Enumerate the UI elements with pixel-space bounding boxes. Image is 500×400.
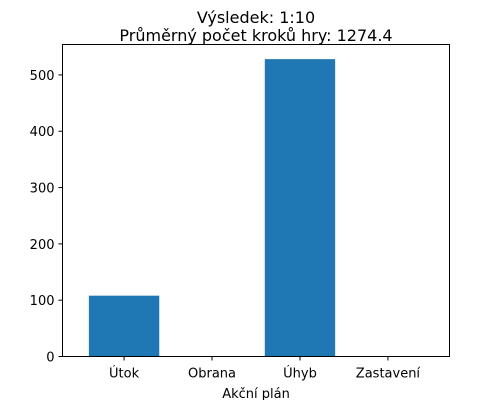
bars-layer [88,59,336,357]
y-axis: 0 100 200 300 400 500 [30,69,63,366]
x-axis: Útok Obrana Úhyb Zastavení [109,356,421,382]
y-tick-label-4: 400 [30,125,55,140]
bar-0 [88,295,160,357]
y-tick-label-0: 0 [46,351,54,366]
y-tick-label-1: 100 [30,294,55,309]
y-tick-label-5: 500 [30,69,55,84]
chart-title: Výsledek: 1:10 [197,8,315,27]
x-tick-label-0: Útok [109,366,140,382]
y-tick-label-2: 200 [30,238,55,253]
x-axis-label: Akční plán [222,387,290,400]
bar-2 [264,59,336,357]
chart-subtitle: Průměrný počet kroků hry: 1274.4 [119,26,392,45]
x-tick-label-2: Úhyb [283,366,317,382]
x-tick-label-1: Obrana [188,367,236,382]
x-tick-label-3: Zastavení [356,367,421,382]
y-tick-label-3: 300 [30,182,55,197]
axes-frame [62,44,450,357]
